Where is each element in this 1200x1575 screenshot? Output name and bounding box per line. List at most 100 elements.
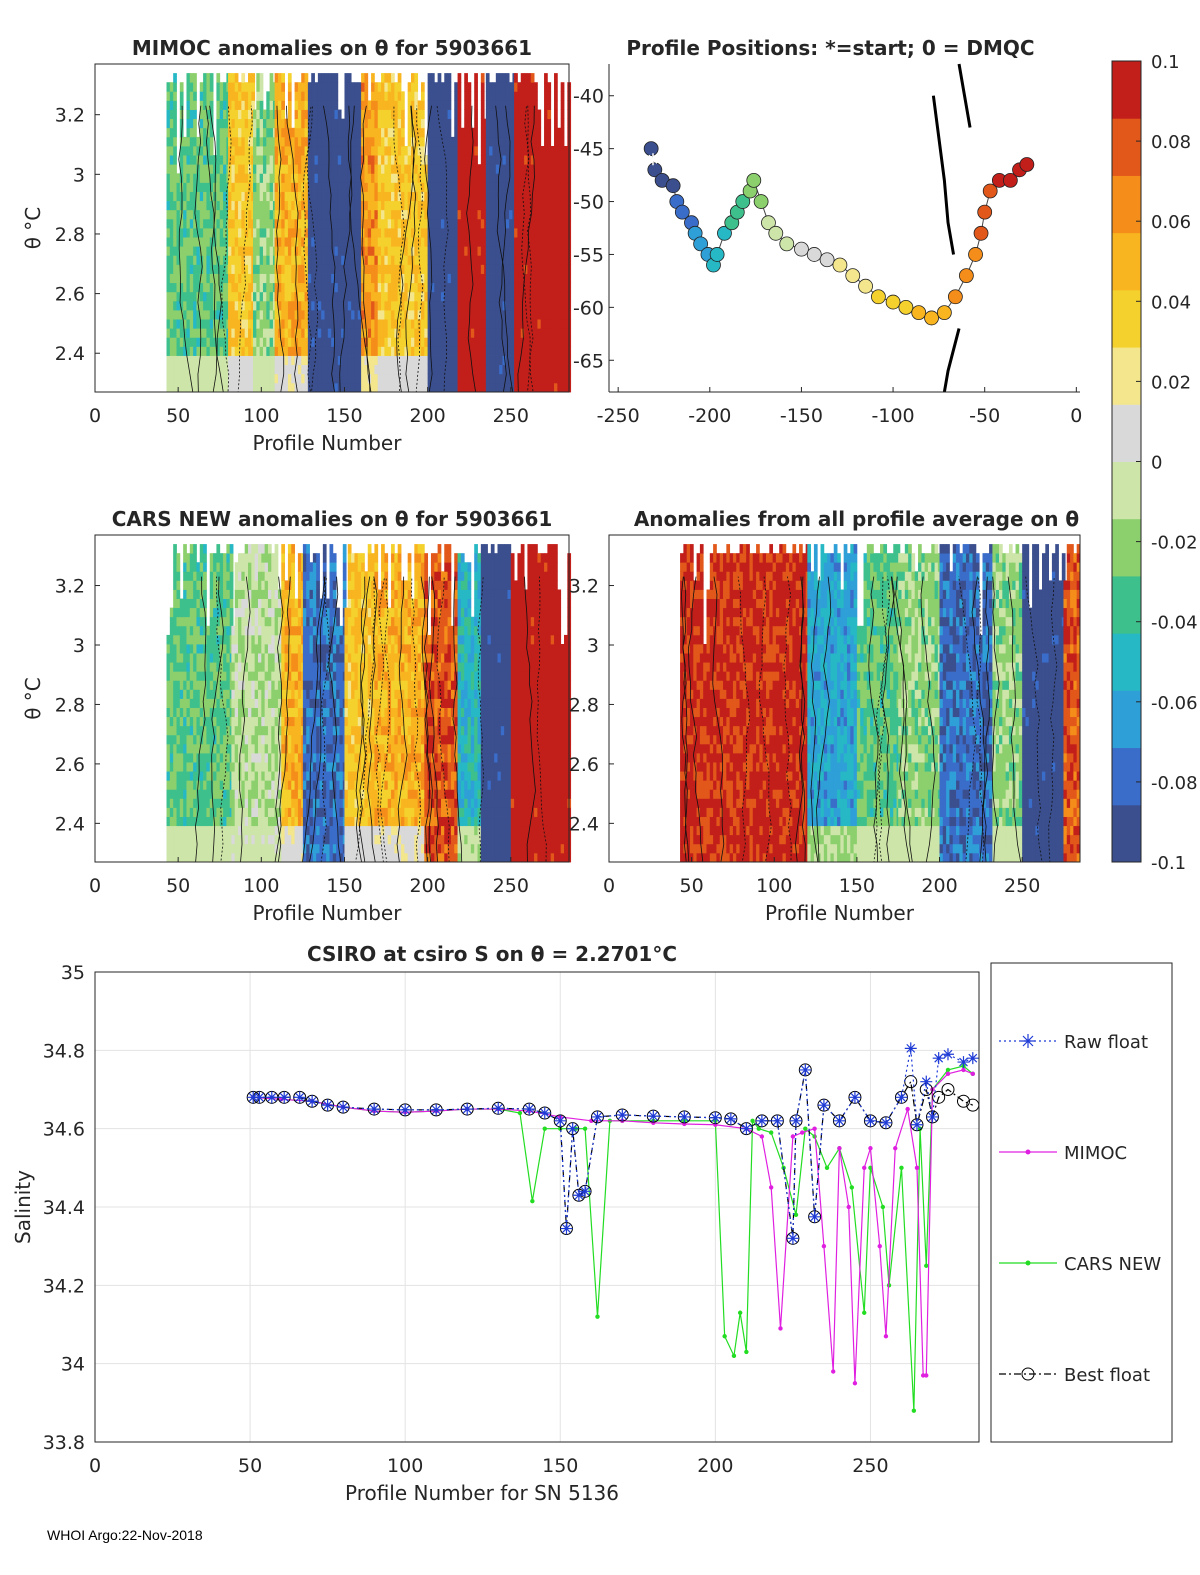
heat-cell: [193, 689, 197, 699]
heat-cell: [474, 209, 478, 220]
heat-cell: [274, 319, 279, 329]
heat-cell: [509, 209, 513, 220]
heat-cell: [206, 100, 211, 110]
heat-cell: [427, 310, 432, 320]
heat-cell: [427, 191, 432, 202]
heat-cell: [206, 127, 211, 138]
heat-cell: [307, 264, 312, 274]
heat-cell: [557, 264, 562, 274]
heat-cell: [173, 825, 177, 836]
heat-cell: [173, 300, 177, 311]
heat-cell: [169, 218, 174, 229]
heat-cell: [414, 264, 419, 274]
contour-line: [436, 105, 449, 393]
heat-cell: [281, 136, 285, 147]
heat-cell: [560, 337, 565, 347]
heat-cell: [229, 598, 234, 609]
heat-cell: [524, 364, 528, 375]
heat-cell: [514, 91, 518, 101]
heat-cell: [203, 291, 207, 302]
heat-cell: [384, 155, 389, 165]
heat-cell: [347, 146, 352, 156]
heat-cell: [314, 109, 319, 120]
heat-cell: [223, 146, 227, 156]
heat-cell: [193, 328, 197, 338]
heat-cell: [527, 291, 532, 302]
heat-cell: [502, 310, 507, 320]
heat-cell: [183, 209, 187, 220]
heat-cell: [186, 580, 191, 590]
heat-cell: [391, 218, 395, 229]
heat-cell: [166, 127, 171, 138]
heat-cell: [387, 164, 392, 174]
heat-cell: [357, 373, 362, 384]
heat-cell: [420, 100, 425, 110]
heat-cell: [387, 300, 392, 311]
heat-cell: [499, 328, 503, 338]
heat-cell: [238, 816, 242, 827]
heat-cell: [196, 771, 201, 781]
heat-cell: [381, 218, 385, 229]
heat-cell: [234, 834, 239, 845]
heat-cell: [527, 164, 532, 174]
heat-cell: [401, 218, 405, 229]
heat-cell: [238, 616, 242, 627]
heat-cell: [317, 319, 322, 329]
heat-cell: [485, 255, 490, 265]
heat-cell: [514, 82, 518, 92]
heat-cell: [534, 209, 538, 220]
heat-cell: [397, 146, 402, 156]
heat-cell: [277, 155, 282, 165]
heat-cell: [241, 553, 246, 563]
heat-cell: [223, 310, 227, 320]
heat-cell: [324, 228, 329, 238]
heat-cell: [411, 146, 415, 156]
heat-cell: [524, 191, 528, 202]
heat-cell: [266, 310, 271, 320]
heat-cell: [189, 109, 194, 120]
heat-cell: [274, 173, 279, 183]
heat-cell: [238, 607, 242, 618]
heat-cell: [209, 616, 214, 627]
heat-cell: [502, 337, 507, 347]
heat-cell: [234, 109, 239, 120]
heat-cell: [297, 127, 302, 138]
heat-cell: [520, 273, 525, 284]
heat-cell: [179, 246, 184, 256]
heat-cell: [377, 91, 382, 101]
heat-cell: [509, 191, 513, 202]
heat-cell: [277, 218, 282, 229]
heat-cell: [454, 364, 458, 375]
heat-cell: [407, 82, 412, 92]
heat-cell: [291, 382, 295, 393]
heat-cell: [377, 355, 382, 366]
heat-cell: [474, 319, 478, 329]
heat-cell: [474, 273, 478, 284]
heat-cell: [269, 109, 274, 120]
heat-cell: [354, 127, 359, 138]
heat-cell: [183, 634, 187, 645]
heat-cell: [213, 382, 217, 393]
heat-cell: [351, 191, 355, 202]
heat-cell: [231, 282, 236, 293]
heat-cell: [401, 200, 405, 211]
heat-cell: [241, 762, 246, 772]
heat-cell: [259, 91, 264, 101]
heat-cell: [509, 246, 513, 256]
heat-cell: [560, 218, 565, 229]
heat-cell: [216, 82, 221, 92]
heat-cell: [470, 310, 475, 320]
heat-cell: [189, 634, 194, 645]
heat-cell: [407, 382, 412, 393]
heat-cell: [550, 264, 555, 274]
heat-cell: [381, 155, 385, 165]
heat-cell: [454, 209, 458, 220]
heat-cell: [505, 164, 510, 174]
heat-cell: [231, 689, 236, 699]
heat-cell: [344, 346, 349, 356]
heat-cell: [554, 246, 558, 256]
heat-cell: [357, 173, 362, 183]
heat-cell: [262, 155, 267, 165]
heat-cell: [534, 310, 538, 320]
heat-cell: [544, 73, 548, 83]
